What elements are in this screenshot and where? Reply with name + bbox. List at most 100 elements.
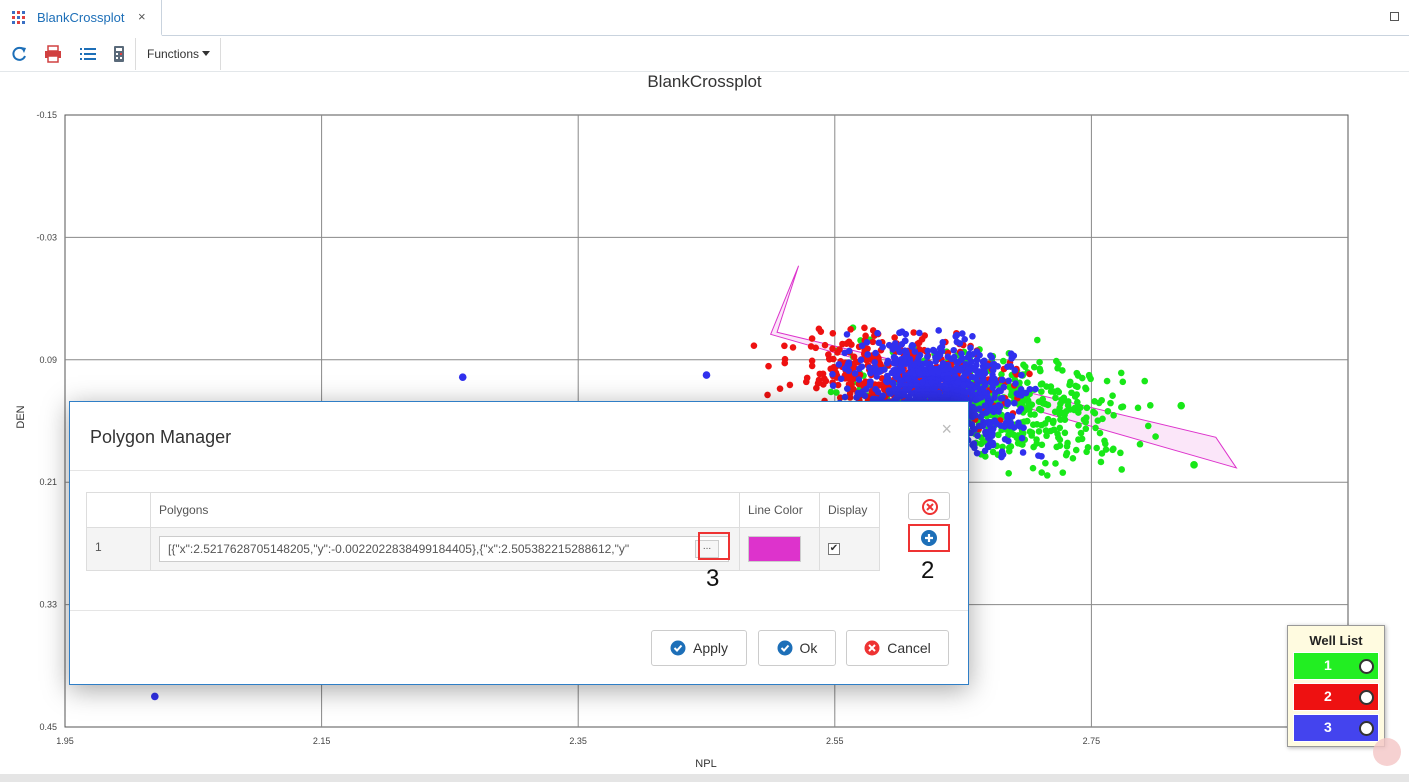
data-point [979,410,986,418]
data-point [853,394,860,401]
close-icon[interactable] [1373,738,1401,766]
data-point [1021,363,1029,371]
data-point [911,348,919,355]
data-point [1152,433,1159,440]
data-point [989,384,996,391]
apply-button[interactable]: Apply [651,630,747,666]
data-point [891,334,898,341]
x-axis-title: NPL [695,758,716,770]
ok-button[interactable]: Ok [758,630,836,666]
display-checkbox[interactable]: ✔ [828,543,840,555]
data-point [1004,363,1011,370]
data-point [924,386,931,394]
data-point [834,381,842,389]
data-point [891,367,899,375]
close-icon[interactable]: × [941,419,952,439]
add-polygon-button[interactable] [908,524,950,552]
data-point [968,373,976,381]
remove-polygon-button[interactable] [908,492,950,520]
print-icon[interactable] [44,45,62,63]
data-point [855,376,863,383]
remove-well-icon[interactable] [1359,721,1374,736]
data-point [935,327,942,334]
data-point [944,353,952,361]
data-point [1043,383,1050,390]
column-header-line-color: Line Color [739,492,820,528]
tab-close-icon[interactable]: × [138,9,146,24]
data-point [875,339,883,347]
y-tick-label: -0.03 [36,232,57,242]
plot-frame [64,114,1349,728]
data-point [789,344,797,351]
list-icon[interactable] [79,45,97,63]
data-point [1059,469,1067,476]
data-point [928,379,935,386]
remove-well-icon[interactable] [1359,690,1374,705]
refresh-icon[interactable] [10,45,28,63]
tab-bar: BlankCrossplot × [0,0,1409,36]
data-point [1005,377,1012,385]
data-point [857,356,865,364]
data-point [967,429,975,437]
data-point [967,344,974,352]
data-point [1096,429,1104,437]
data-point [1117,369,1125,377]
data-point [1043,472,1051,479]
polygon-shape [769,265,1238,469]
data-point [151,692,159,701]
data-point [1050,417,1057,425]
data-point [850,353,858,361]
data-point [967,381,975,388]
data-point [990,360,998,368]
data-point [891,385,898,392]
data-point [829,382,837,389]
x-tick-label: 2.55 [826,736,844,746]
data-point [1107,399,1114,407]
data-point [995,431,1002,439]
data-point [950,395,958,402]
remove-well-icon[interactable] [1359,659,1374,674]
data-point [998,371,1005,378]
highlight-box [698,532,730,560]
data-point [843,385,851,392]
edit-polygon-button[interactable]: ... [695,540,719,558]
data-point [991,417,998,424]
data-point [973,449,981,457]
well-list-item[interactable]: 1 [1293,652,1379,680]
data-point [1036,365,1044,373]
data-point [1177,401,1186,410]
data-point [938,347,946,355]
data-point [954,379,962,386]
data-point [924,391,931,399]
well-list-item[interactable]: 3 [1293,714,1379,742]
calculator-icon[interactable] [110,45,128,63]
functions-menu[interactable]: Functions [147,47,211,61]
line-color-swatch[interactable] [748,536,801,562]
data-point [1101,437,1108,445]
data-point [1074,398,1081,406]
data-point [1056,442,1064,449]
data-point [1190,461,1198,469]
data-point [987,352,994,359]
data-point [850,364,858,371]
data-point [825,355,833,362]
maximize-icon[interactable] [1390,12,1399,21]
data-point [776,385,784,392]
data-point [1109,392,1116,400]
data-point [1087,375,1094,383]
cancel-button[interactable]: Cancel [846,630,949,666]
y-axis-title: DEN [15,405,27,428]
data-point [808,362,816,370]
data-point [1001,423,1008,430]
data-point [909,342,917,350]
data-point [976,405,983,412]
polygon-json-field[interactable]: [{"x":2.5217628705148205,"y":-0.00220228… [159,536,729,562]
data-point [808,335,816,342]
data-point [1026,370,1033,378]
well-list-item[interactable]: 2 [1293,683,1379,711]
data-point [862,385,870,393]
tab-blankcrossplot[interactable]: BlankCrossplot × [0,0,162,36]
data-point [891,359,899,367]
data-point [1030,443,1037,451]
data-point [897,377,905,384]
